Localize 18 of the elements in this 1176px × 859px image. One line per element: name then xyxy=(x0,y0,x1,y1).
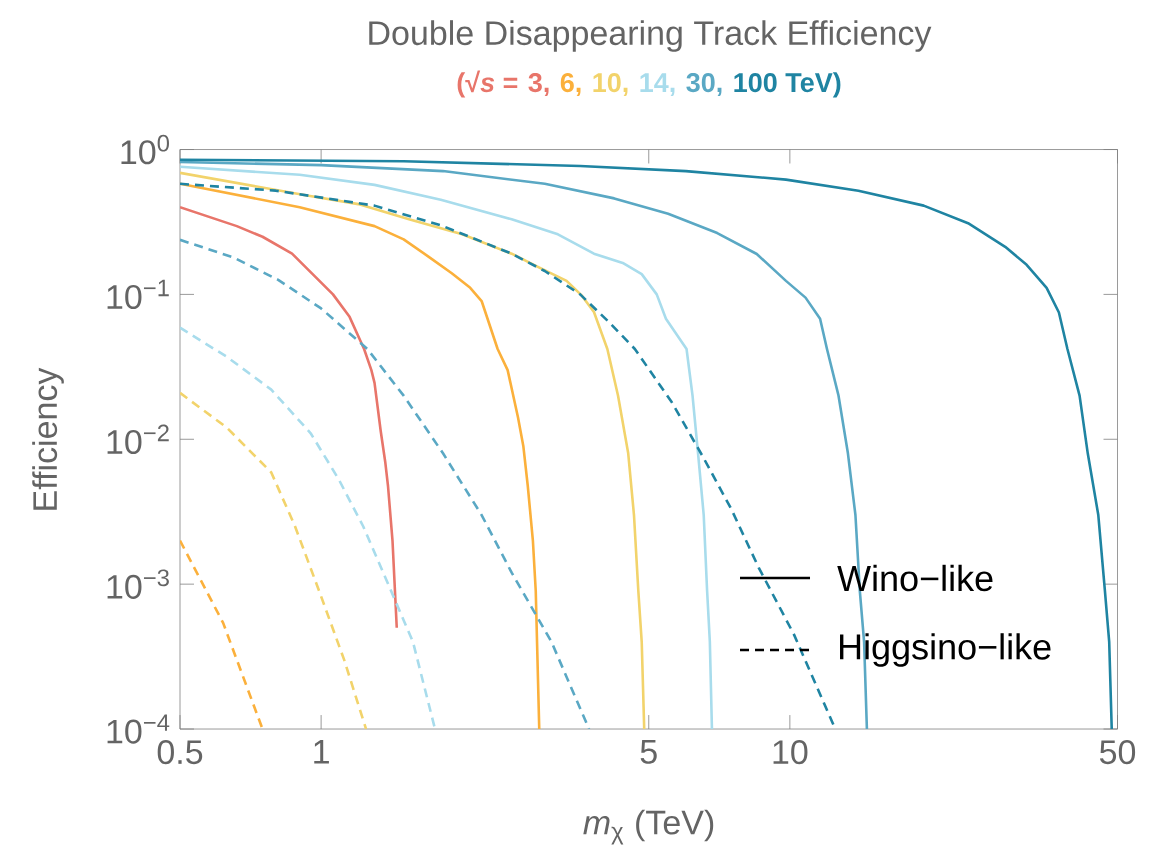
x-tick-label: 10 xyxy=(773,740,808,765)
text: 14, xyxy=(640,73,675,97)
x-tick-label: 5 xyxy=(640,740,657,764)
legend-title: (√s = xyxy=(457,70,518,98)
x-tick-label: 50 xyxy=(1099,740,1136,765)
y-tick-label: 10$^{−2}$ xyxy=(107,424,169,455)
y-tick-label: 10$^{0}$ xyxy=(121,134,169,165)
text: 30, xyxy=(686,73,722,97)
text: 3, xyxy=(528,73,549,97)
y-tick-label: 10$^{−3}$ xyxy=(107,569,169,599)
text: 6, xyxy=(560,73,581,97)
text: 100 TeV) xyxy=(734,72,841,98)
x-axis-title: m$_{χ}$ (TeV) xyxy=(583,809,714,845)
x-tick-label: 1 xyxy=(314,740,329,764)
text: 10, xyxy=(593,73,628,97)
y-axis-title: Efficiency xyxy=(32,367,64,510)
chart-title: Double Disappearing Track Efficiency xyxy=(369,20,932,52)
y-tick-label: 10$^{−1}$ xyxy=(107,279,169,310)
